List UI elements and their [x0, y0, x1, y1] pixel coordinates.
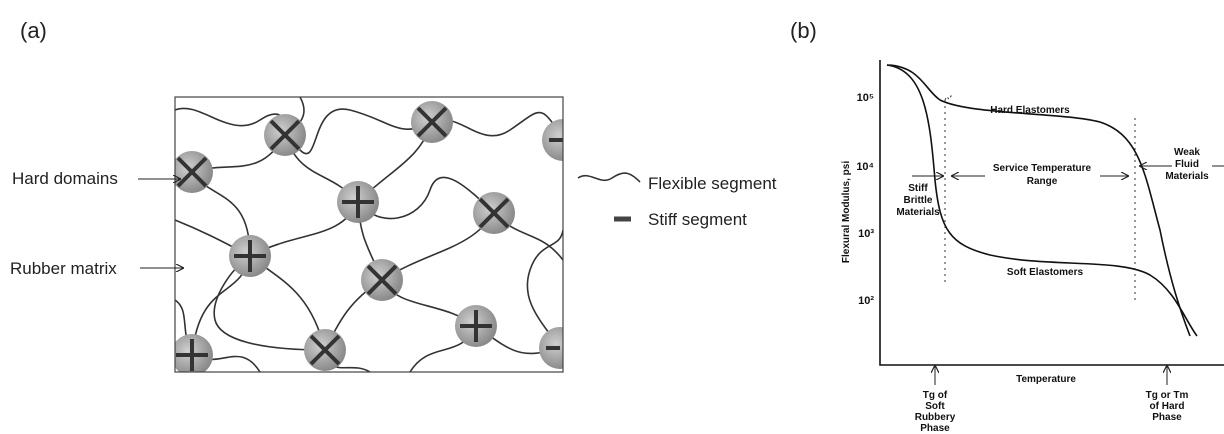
- annotation: Materials: [1165, 171, 1209, 182]
- callout: Hard domains: [12, 169, 118, 188]
- hard-domains: [175, 101, 563, 372]
- network-frame: [174, 96, 564, 373]
- y-tick-label: 10⁴: [856, 161, 874, 173]
- annotation: Soft Elastomers: [1007, 267, 1084, 278]
- legend-label: Stiff segment: [648, 210, 747, 229]
- annotation: Phase: [920, 423, 950, 434]
- annotation: Materials: [896, 207, 940, 218]
- annotation: Tg or Tm: [1146, 390, 1189, 401]
- annotation: Range: [1027, 176, 1058, 187]
- panel-label: (b): [790, 18, 817, 43]
- soft-curve: [886, 64, 1198, 337]
- annotation: Stiff: [908, 183, 928, 194]
- y-tick-label: 10³: [858, 228, 874, 240]
- annotation: Hard Elastomers: [990, 105, 1070, 116]
- hard-curve: [886, 64, 1191, 337]
- annotation: Phase: [1152, 412, 1182, 423]
- axes: [879, 60, 1224, 366]
- annotation: Tg of: [923, 390, 948, 401]
- annotation: Fluid: [1175, 159, 1199, 170]
- panel-label: (a): [20, 18, 47, 43]
- legend-swatch: [577, 172, 641, 183]
- annotation: Soft: [925, 401, 945, 412]
- annotation: Service Temperature: [993, 163, 1092, 174]
- legend-label: Flexible segment: [648, 174, 777, 193]
- y-axis-label: Flexural Modulus, psi: [841, 161, 852, 263]
- x-axis-label: Temperature: [1016, 374, 1076, 385]
- y-tick-label: 10²: [858, 295, 874, 307]
- callout: Rubber matrix: [10, 259, 117, 278]
- annotation: Rubbery: [915, 412, 956, 423]
- annotation: Weak: [1174, 147, 1200, 158]
- network: [175, 97, 563, 372]
- annotation: Brittle: [904, 195, 933, 206]
- annotation: of Hard: [1150, 401, 1185, 412]
- transition-band: [944, 94, 954, 285]
- y-tick-label: 10⁵: [857, 92, 874, 104]
